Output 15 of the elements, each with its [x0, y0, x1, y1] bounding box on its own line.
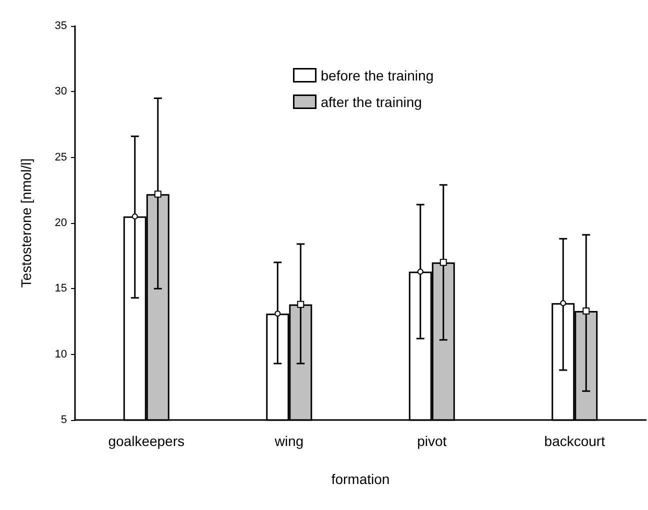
legend-label: after the training	[320, 94, 422, 110]
y-tick-label: 35	[54, 20, 67, 32]
y-tick-label: 30	[54, 86, 67, 98]
y-tick-label: 25	[54, 151, 67, 164]
x-axis-title: formation	[331, 471, 390, 487]
legend-label: before the training	[320, 67, 434, 84]
y-tick-label: 20	[54, 217, 67, 229]
x-tick-label: goalkeepers	[108, 433, 185, 449]
x-tick-label: pivot	[417, 433, 447, 449]
x-tick-label: wing	[274, 433, 304, 449]
y-tick-label: 5	[60, 414, 67, 426]
y-axis-title: Testosterone [nmol/l]	[18, 158, 34, 288]
x-tick-label: backcourt	[544, 433, 606, 449]
y-tick-label: 15	[54, 282, 67, 295]
y-tick-label: 10	[54, 348, 67, 360]
